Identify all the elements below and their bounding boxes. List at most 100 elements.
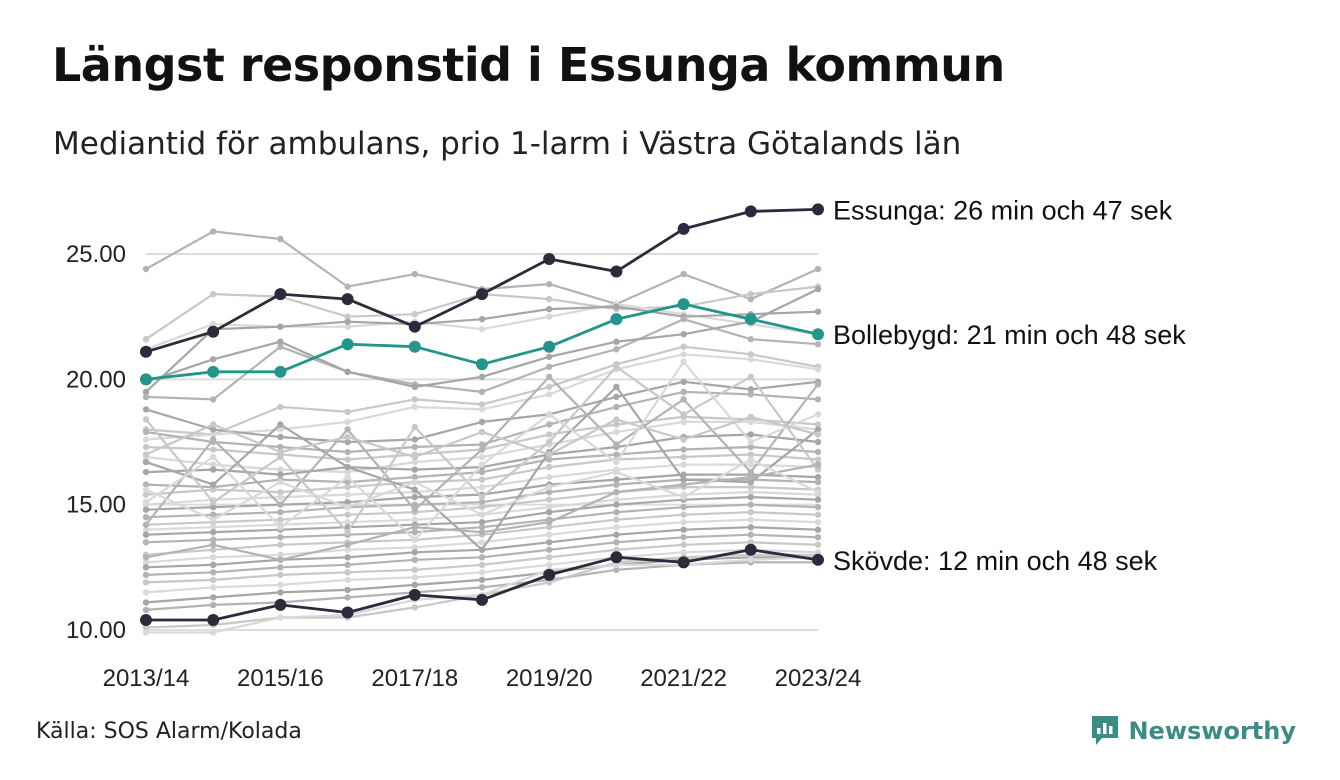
data-point bbox=[814, 541, 822, 548]
data-point bbox=[546, 295, 553, 303]
data-point bbox=[747, 524, 754, 531]
data-point bbox=[142, 531, 150, 538]
data-point bbox=[142, 624, 150, 631]
data-point bbox=[142, 468, 150, 476]
data-point bbox=[478, 493, 486, 501]
background-series bbox=[142, 228, 822, 636]
background-series-line bbox=[142, 363, 822, 536]
data-point bbox=[411, 453, 418, 461]
data-point bbox=[747, 508, 754, 516]
data-point bbox=[747, 295, 754, 303]
data-point bbox=[344, 433, 351, 441]
data-point bbox=[610, 551, 623, 564]
data-point bbox=[344, 498, 351, 506]
data-point bbox=[747, 373, 754, 381]
data-point bbox=[411, 604, 418, 611]
data-point bbox=[478, 539, 486, 546]
data-point bbox=[142, 428, 150, 436]
highlight-series-bollebygd bbox=[140, 298, 824, 386]
data-point bbox=[142, 514, 150, 521]
data-point bbox=[274, 598, 287, 611]
x-tick-label: 2013/14 bbox=[103, 665, 190, 692]
data-point bbox=[210, 426, 217, 433]
data-point bbox=[210, 554, 217, 561]
data-point bbox=[814, 366, 822, 373]
data-point bbox=[613, 561, 620, 569]
data-point bbox=[277, 443, 284, 451]
data-point bbox=[814, 396, 822, 403]
data-point bbox=[411, 529, 418, 536]
data-point bbox=[610, 265, 623, 278]
data-point bbox=[277, 488, 284, 496]
data-point bbox=[411, 581, 418, 589]
data-point bbox=[478, 519, 486, 526]
data-point bbox=[814, 456, 822, 463]
series-callout: Skövde: 12 min och 48 sek bbox=[833, 546, 1158, 576]
data-point bbox=[142, 559, 150, 566]
data-point bbox=[142, 526, 150, 533]
data-point bbox=[680, 411, 687, 418]
data-point bbox=[613, 516, 620, 523]
data-point bbox=[344, 594, 351, 601]
data-point bbox=[546, 473, 553, 481]
data-point bbox=[613, 416, 620, 423]
data-point bbox=[613, 458, 620, 466]
data-point bbox=[747, 386, 754, 393]
data-point bbox=[210, 569, 217, 576]
data-point bbox=[814, 448, 822, 456]
data-point bbox=[680, 388, 687, 396]
x-tick-label: 2015/16 bbox=[237, 665, 324, 692]
data-point bbox=[142, 564, 150, 571]
data-point bbox=[478, 326, 486, 333]
data-point bbox=[814, 308, 822, 315]
data-point bbox=[747, 488, 754, 496]
data-point bbox=[546, 438, 553, 446]
data-point bbox=[546, 483, 553, 491]
data-point bbox=[277, 493, 284, 501]
data-point bbox=[408, 588, 421, 601]
data-point bbox=[210, 541, 217, 548]
data-point bbox=[747, 351, 754, 358]
data-point bbox=[546, 503, 553, 511]
data-point bbox=[814, 534, 822, 541]
data-point bbox=[344, 519, 351, 526]
data-point bbox=[613, 403, 620, 411]
data-point bbox=[478, 468, 486, 476]
data-point bbox=[680, 396, 687, 403]
data-point bbox=[747, 556, 754, 564]
data-point bbox=[142, 486, 150, 493]
background-series-line bbox=[142, 461, 822, 564]
data-point bbox=[546, 546, 553, 553]
data-point bbox=[277, 524, 284, 531]
y-tick-label: 15.00 bbox=[66, 492, 126, 519]
data-point bbox=[814, 466, 822, 473]
data-point bbox=[478, 401, 486, 408]
data-point bbox=[277, 453, 284, 461]
data-point bbox=[747, 461, 754, 468]
data-point bbox=[747, 451, 754, 458]
data-point bbox=[478, 476, 486, 483]
data-point bbox=[210, 529, 217, 536]
data-point bbox=[344, 323, 351, 330]
data-point bbox=[344, 576, 351, 584]
data-point bbox=[613, 539, 620, 546]
data-point bbox=[142, 393, 150, 401]
background-series-line bbox=[142, 303, 822, 396]
data-point bbox=[478, 418, 486, 426]
data-point bbox=[142, 451, 150, 458]
data-point bbox=[277, 551, 284, 558]
data-point bbox=[546, 431, 553, 438]
data-point bbox=[546, 508, 553, 516]
data-point bbox=[277, 421, 284, 428]
data-point bbox=[411, 383, 418, 391]
data-point bbox=[546, 421, 553, 428]
data-point bbox=[747, 468, 754, 476]
data-point bbox=[546, 353, 553, 360]
data-point bbox=[546, 451, 553, 458]
data-point bbox=[747, 443, 754, 451]
data-point bbox=[210, 498, 217, 506]
data-point bbox=[680, 351, 687, 358]
data-point bbox=[411, 524, 418, 531]
data-point bbox=[613, 481, 620, 488]
data-point bbox=[478, 461, 486, 468]
